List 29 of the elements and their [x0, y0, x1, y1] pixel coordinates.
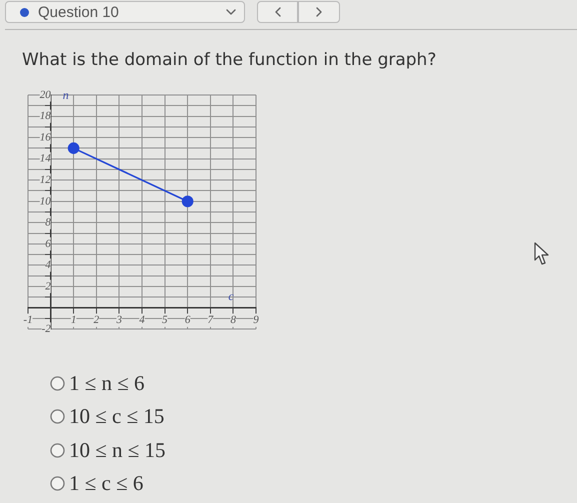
y-tick-label: 8: [45, 216, 52, 229]
y-tick-label: 6: [45, 238, 52, 250]
y-tick-label: -2: [42, 322, 52, 335]
y-tick-label: 10: [40, 195, 52, 208]
y-tick-label: 12: [40, 174, 52, 186]
y-tick-label: 2: [45, 280, 52, 292]
y-tick-label: 18: [40, 110, 52, 122]
x-tick-label: 7: [208, 314, 214, 326]
text: 1 ≤ n ≤ 6: [69, 370, 145, 396]
x-tick-label: 9: [253, 314, 260, 326]
y-axis-title: n: [62, 88, 69, 102]
y-tick-label: 20: [40, 88, 52, 101]
y-tick-label: 14: [40, 152, 52, 165]
x-tick-label: 4: [139, 314, 146, 326]
x-tick-label: 8: [230, 314, 236, 326]
chart-title: What is the domain of the function in the graph?: [22, 50, 436, 70]
x-tick-label: 1: [70, 314, 76, 326]
x-tick-label: 5: [162, 314, 168, 326]
x-axis-title: c: [228, 288, 234, 303]
x-tick-label: 3: [115, 314, 122, 326]
x-tick-label: 2: [94, 314, 100, 326]
text: 10 ≤ c ≤ 15: [69, 404, 164, 429]
question-dropdown: Question 10: [5, 1, 245, 23]
text: 1 ≤ c ≤ 6: [69, 471, 144, 496]
y-tick-label: 16: [40, 131, 52, 144]
x-tick-label: 6: [184, 314, 191, 326]
text: 10 ≤ n ≤ 15: [69, 438, 166, 462]
x-tick-label: -1: [23, 314, 33, 326]
y-tick-label: 4: [45, 259, 52, 272]
